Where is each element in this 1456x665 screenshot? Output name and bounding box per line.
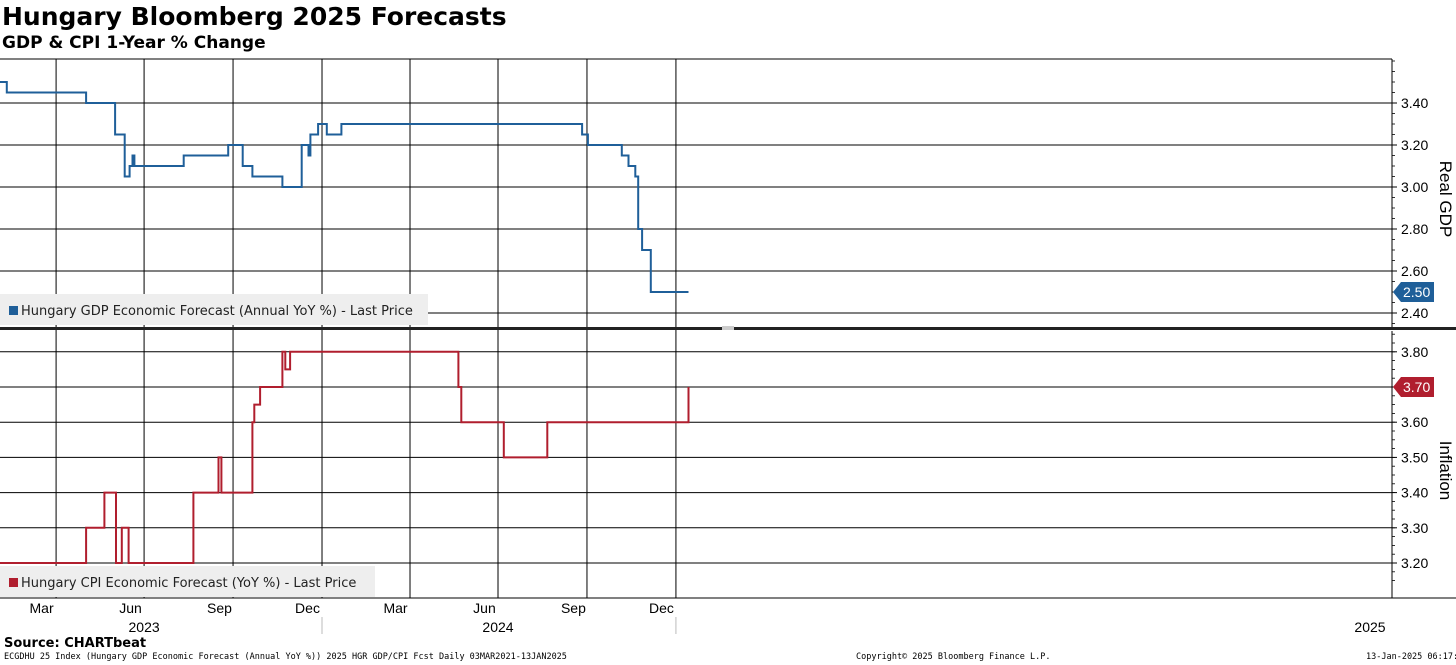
y-tick-label: 2.40 bbox=[1401, 305, 1428, 321]
y-tick-label: 3.40 bbox=[1401, 485, 1428, 501]
gdp-legend-box bbox=[0, 294, 428, 325]
y-tick-label: 3.80 bbox=[1401, 344, 1428, 360]
y-tick-label: 3.00 bbox=[1401, 179, 1428, 195]
gdp-legend-label: Hungary GDP Economic Forecast (Annual Yo… bbox=[21, 304, 413, 319]
x-month-label: Dec bbox=[649, 600, 674, 616]
cpi-last-value-label: 3.70 bbox=[1403, 379, 1430, 395]
y-tick-label: 3.60 bbox=[1401, 414, 1428, 430]
y-tick-label: 3.40 bbox=[1401, 95, 1428, 111]
y-tick-label: 3.50 bbox=[1401, 449, 1428, 465]
cpi-series-line bbox=[0, 350, 690, 564]
x-year-label: 2025 bbox=[1354, 619, 1385, 635]
gdp-series-line bbox=[0, 81, 689, 293]
cpi-last-value-badge bbox=[1393, 377, 1434, 397]
x-year-label: 2023 bbox=[129, 619, 160, 635]
y-tick-label: 3.20 bbox=[1401, 137, 1428, 153]
cpi-legend-swatch bbox=[9, 578, 18, 587]
chart-subtitle: GDP & CPI 1-Year % Change bbox=[2, 33, 266, 53]
y-axis-title: Real GDP bbox=[1436, 161, 1455, 238]
cpi-legend-box bbox=[0, 566, 375, 597]
y-axis-title: Inflation bbox=[1436, 441, 1455, 501]
x-month-label: Sep bbox=[561, 600, 586, 616]
chart-title: Hungary Bloomberg 2025 Forecasts bbox=[2, 2, 507, 31]
x-month-label: Jun bbox=[473, 600, 496, 616]
y-tick-label: 2.60 bbox=[1401, 263, 1428, 279]
footer-copyright: Copyright© 2025 Bloomberg Finance L.P. bbox=[856, 652, 1051, 662]
y-tick-label: 2.80 bbox=[1401, 221, 1428, 237]
x-month-label: Sep bbox=[207, 600, 232, 616]
gdp-legend-swatch bbox=[9, 306, 18, 315]
panel-separator-handle bbox=[722, 326, 734, 330]
x-month-label: Mar bbox=[383, 600, 407, 616]
source-note: Source: CHARTbeat bbox=[4, 636, 147, 651]
footer-index-info: ECGDHU 25 Index (Hungary GDP Economic Fo… bbox=[4, 652, 567, 662]
y-tick-label: 3.30 bbox=[1401, 520, 1428, 536]
footer-timestamp: 13-Jan-2025 06:17:03 bbox=[1366, 652, 1456, 662]
gdp-last-value-label: 2.50 bbox=[1403, 284, 1430, 300]
x-year-label: 2024 bbox=[482, 619, 513, 635]
x-month-label: Mar bbox=[30, 600, 54, 616]
y-tick-label: 3.20 bbox=[1401, 555, 1428, 571]
gdp-last-value-badge bbox=[1393, 282, 1434, 302]
cpi-legend-label: Hungary CPI Economic Forecast (YoY %) - … bbox=[21, 576, 356, 591]
x-month-label: Dec bbox=[295, 600, 320, 616]
x-month-label: Jun bbox=[119, 600, 142, 616]
